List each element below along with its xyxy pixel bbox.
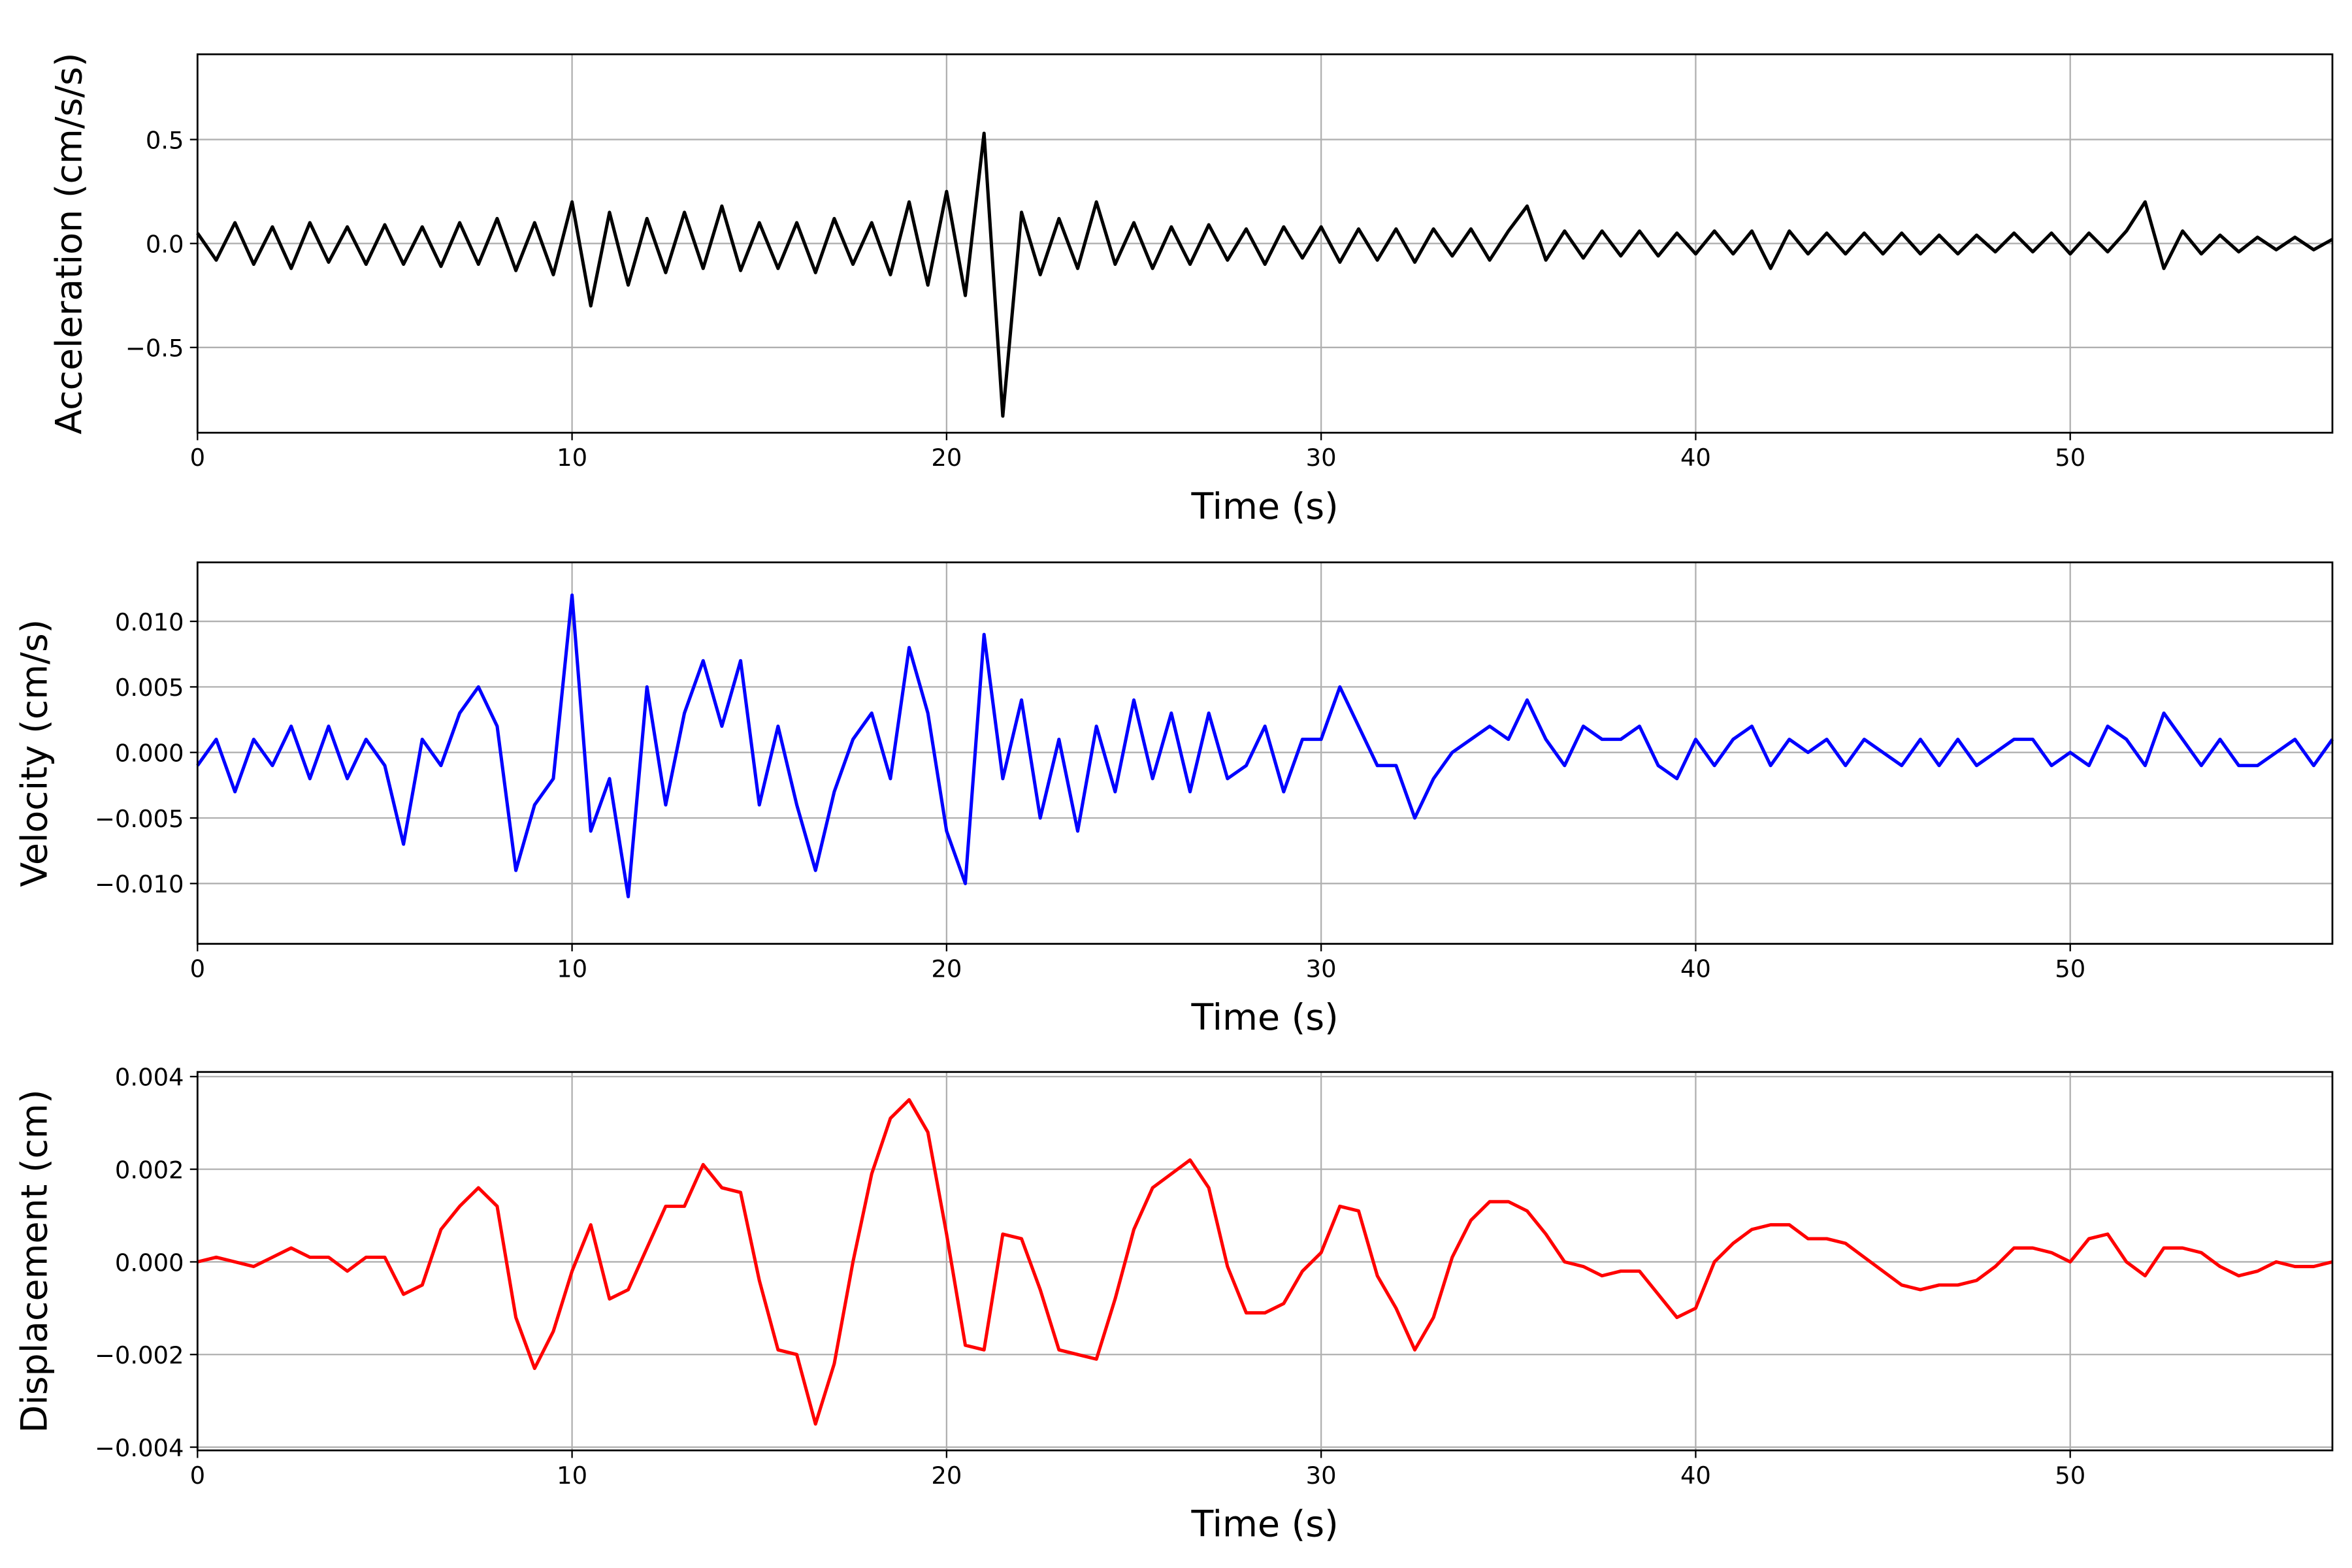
x-tick-label: 30 — [1306, 1462, 1337, 1490]
data-line — [196, 131, 2334, 418]
y-tick-label: 0.002 — [115, 1156, 184, 1184]
x-tick-label: 20 — [931, 444, 962, 472]
y-tick-label: 0.000 — [115, 1249, 184, 1277]
data-line — [196, 593, 2334, 898]
x-tick-label: 40 — [1680, 444, 1711, 472]
x-tick-label: 30 — [1306, 955, 1337, 983]
x-tick-label: 10 — [557, 955, 587, 983]
x-tick-label: 50 — [2055, 955, 2085, 983]
x-tick-label: 0 — [190, 444, 205, 472]
x-tick-label: 10 — [557, 1462, 587, 1490]
x-axis-label: Time (s) — [1191, 486, 1339, 528]
y-axis-label: Velocity (cm/s) — [14, 619, 56, 887]
data-line — [197, 1098, 2333, 1426]
axes-frame — [196, 53, 2334, 434]
y-tick-label: 0.0 — [146, 231, 184, 259]
y-tick-label: 0.005 — [115, 674, 184, 702]
y-tick-label: 0.000 — [115, 740, 184, 768]
x-tick-label: 50 — [2055, 444, 2085, 472]
x-tick-label: 50 — [2055, 1462, 2085, 1490]
x-tick-label: 40 — [1680, 1462, 1711, 1490]
x-tick-label: 40 — [1680, 955, 1711, 983]
axes-frame — [196, 561, 2334, 945]
x-tick-label: 20 — [931, 1462, 962, 1490]
y-tick-label: 0.010 — [115, 608, 184, 636]
x-axis-label: Time (s) — [1191, 1504, 1339, 1546]
y-axis-label: Acceleration (cm/s/s) — [49, 53, 91, 434]
y-tick-label: −0.002 — [95, 1341, 184, 1369]
x-axis-label: Time (s) — [1191, 997, 1339, 1039]
x-tick-label: 30 — [1306, 444, 1337, 472]
y-tick-label: −0.5 — [125, 335, 184, 363]
axes-frame — [196, 1071, 2334, 1452]
y-tick-label: 0.5 — [146, 126, 184, 154]
y-tick-label: −0.004 — [95, 1434, 184, 1462]
y-axis-label: Displacement (cm) — [14, 1089, 56, 1433]
y-tick-label: −0.005 — [95, 805, 184, 833]
y-tick-label: −0.010 — [95, 870, 184, 898]
x-tick-label: 20 — [931, 955, 962, 983]
y-tick-label: 0.004 — [115, 1064, 184, 1092]
x-tick-label: 10 — [557, 444, 587, 472]
x-tick-label: 0 — [190, 1462, 205, 1490]
x-tick-label: 0 — [190, 955, 205, 983]
